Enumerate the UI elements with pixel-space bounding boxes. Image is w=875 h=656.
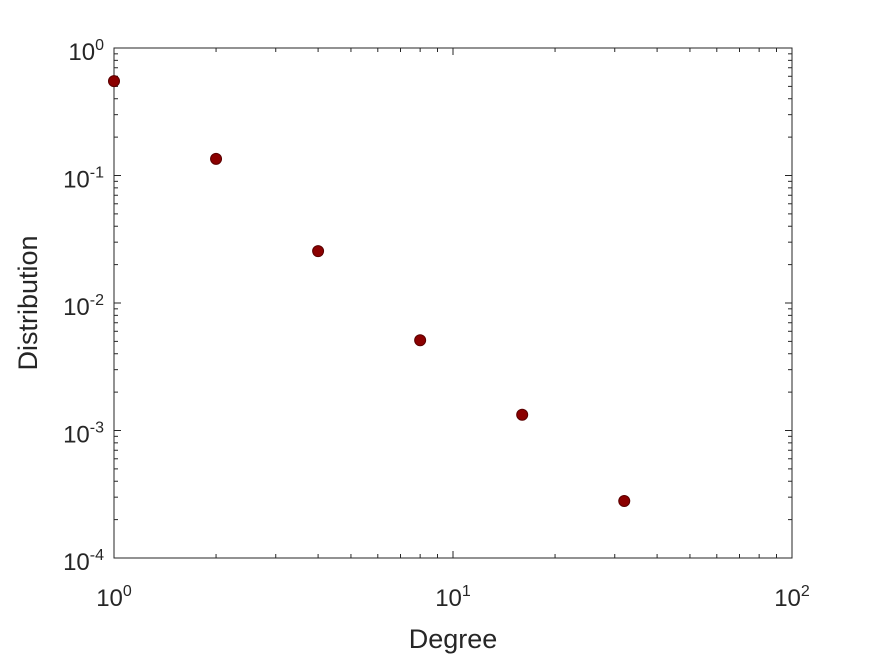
data-point xyxy=(108,75,120,88)
x-tick-label: 101 xyxy=(435,583,471,612)
x-axis-label: Degree xyxy=(409,624,498,654)
x-tick-labels: 100 101 102 xyxy=(96,583,810,612)
y-tick-label: 10-2 xyxy=(63,292,104,321)
data-point xyxy=(312,245,325,258)
data-point xyxy=(516,408,529,421)
y-axis-label: Distribution xyxy=(13,235,43,370)
data-point xyxy=(618,494,631,507)
x-tick-label: 100 xyxy=(96,583,132,612)
major-ticks xyxy=(113,47,793,559)
y-tick-label: 10-4 xyxy=(63,547,104,576)
y-tick-label: 10-3 xyxy=(63,420,104,449)
data-point xyxy=(414,334,427,347)
y-tick-label: 10-1 xyxy=(63,165,104,194)
y-tick-label: 100 xyxy=(68,37,104,66)
x-tick-label: 102 xyxy=(774,583,810,612)
minor-ticks xyxy=(114,48,792,558)
data-points xyxy=(108,75,631,507)
data-point xyxy=(210,152,223,165)
plot-area xyxy=(113,47,793,559)
y-tick-labels: 100 10-1 10-2 10-3 10-4 xyxy=(63,37,104,576)
